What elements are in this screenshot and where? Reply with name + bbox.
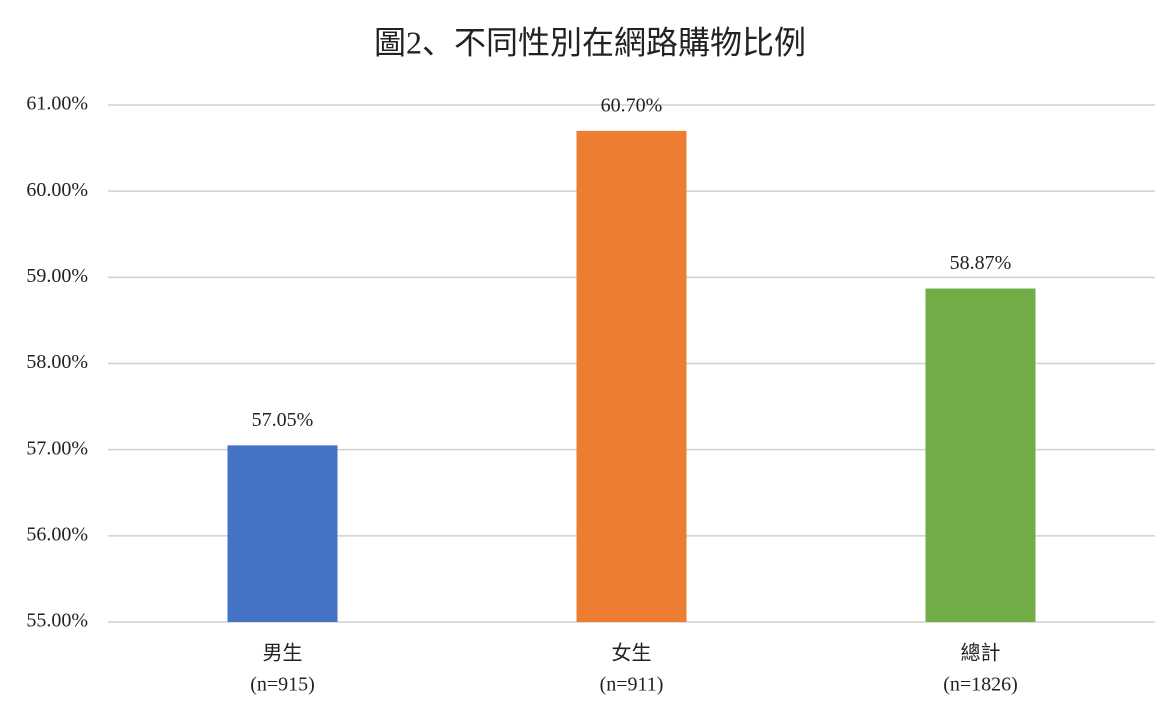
x-tick-label: (n=915) — [250, 674, 315, 696]
data-label: 60.70% — [601, 94, 663, 116]
x-tick-label: 女生 — [612, 642, 652, 665]
x-tick-label: (n=911) — [600, 674, 664, 696]
bar — [227, 445, 338, 622]
y-tick-label: 56.00% — [26, 523, 88, 545]
bar — [576, 130, 687, 622]
x-tick-label: (n=1826) — [943, 674, 1018, 696]
y-tick-label: 57.00% — [26, 437, 88, 459]
y-tick-label: 55.00% — [26, 610, 88, 632]
data-label: 58.87% — [950, 252, 1012, 274]
x-tick-label: 總計 — [961, 642, 1001, 665]
x-tick-label: 男生 — [263, 642, 303, 665]
y-tick-label: 61.00% — [26, 93, 88, 115]
y-tick-label: 58.00% — [26, 351, 88, 373]
y-tick-label: 59.00% — [26, 265, 88, 287]
chart-title: 圖2、不同性別在網路購物比例 — [374, 24, 806, 60]
data-label: 57.05% — [252, 409, 314, 431]
y-tick-label: 60.00% — [26, 179, 88, 201]
bar — [925, 288, 1036, 622]
